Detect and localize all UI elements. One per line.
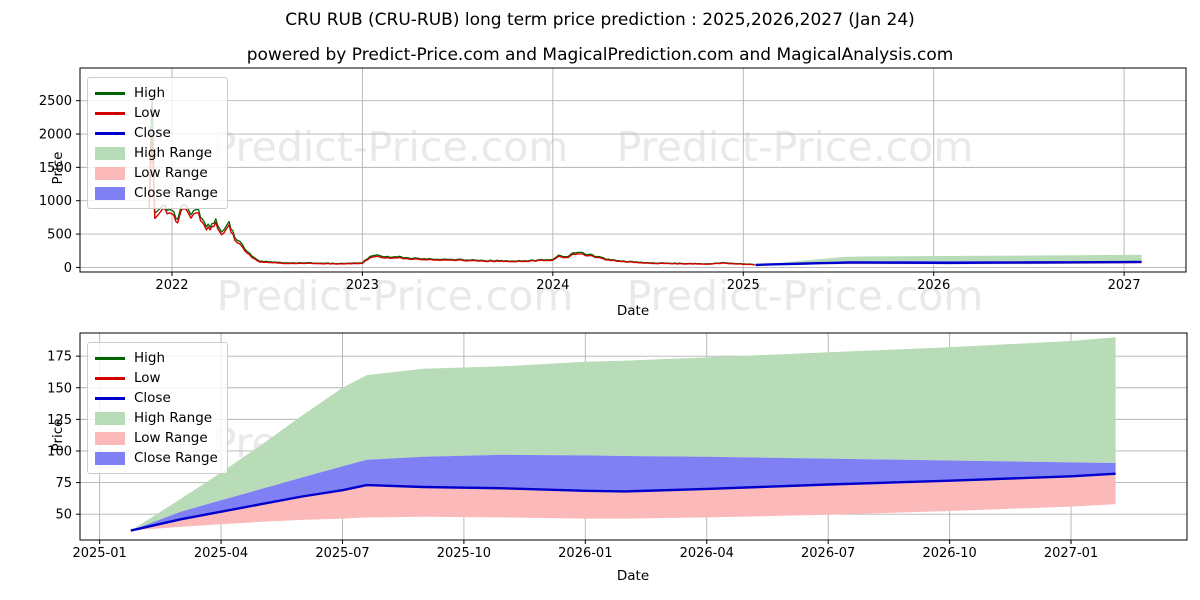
swatch-color bbox=[95, 111, 125, 115]
swatch-color bbox=[95, 146, 125, 160]
legend-line-swatch bbox=[95, 356, 125, 360]
legend-label: High bbox=[134, 85, 166, 101]
y-tick-label: 1500 bbox=[39, 161, 72, 176]
x-tick-label: 2025-07 bbox=[315, 546, 369, 561]
legend-item-close-range: Close Range bbox=[95, 183, 218, 203]
legend-item-close: Close bbox=[95, 388, 218, 408]
swatch-color bbox=[95, 91, 125, 95]
band-low-range bbox=[130, 473, 1116, 531]
legend-item-low-range: Low Range bbox=[95, 163, 218, 183]
legend-label: Close Range bbox=[134, 185, 218, 201]
line-close bbox=[755, 260, 1142, 267]
legend-label: Low Range bbox=[134, 430, 208, 446]
legend-line-swatch bbox=[95, 111, 125, 115]
x-tick-label: 2026-04 bbox=[680, 546, 734, 561]
legend-line-swatch bbox=[95, 396, 125, 400]
x-tick-label: 2026-07 bbox=[801, 546, 855, 561]
swatch-color bbox=[95, 131, 125, 135]
legend-label: Low Range bbox=[134, 165, 208, 181]
x-tick-label: 2024 bbox=[536, 278, 569, 293]
band-close-range bbox=[130, 454, 1116, 531]
plot-frame bbox=[79, 67, 1187, 273]
y-tick-label: 2500 bbox=[39, 94, 72, 109]
y-tick-label: 1000 bbox=[39, 194, 72, 209]
y-tick-label: 2000 bbox=[39, 128, 72, 143]
x-tick-label: 2027 bbox=[1108, 278, 1141, 293]
line-close bbox=[130, 472, 1116, 532]
legend-label: High Range bbox=[134, 145, 213, 161]
legend-item-low: Low bbox=[95, 368, 218, 388]
watermark-text: Predict-Price.com bbox=[627, 272, 984, 320]
x-tick-label: 2026-01 bbox=[558, 546, 612, 561]
swatch-color bbox=[95, 166, 125, 180]
legend-item-low-range: Low Range bbox=[95, 428, 218, 448]
x-tick-label: 2025-01 bbox=[72, 546, 126, 561]
swatch-color bbox=[95, 356, 125, 360]
y-axis-label-bottom-chart: Price bbox=[50, 418, 66, 452]
y-tick-label: 125 bbox=[47, 413, 72, 428]
legend-item-high: High bbox=[95, 83, 218, 103]
legend-patch-swatch bbox=[95, 186, 125, 200]
y-tick-label: 150 bbox=[47, 381, 72, 396]
x-tick-label: 2022 bbox=[155, 278, 188, 293]
legend-patch-swatch bbox=[95, 411, 125, 425]
chart-title: CRU RUB (CRU-RUB) long term price predic… bbox=[285, 10, 915, 30]
x-axis-label-bottom-chart: Date bbox=[616, 568, 650, 584]
y-tick-label: 500 bbox=[47, 228, 72, 243]
y-tick-label: 75 bbox=[55, 476, 72, 491]
legend-label: Close bbox=[134, 390, 171, 406]
legend-patch-swatch bbox=[95, 166, 125, 180]
x-tick-label: 2025-10 bbox=[437, 546, 491, 561]
swatch-color bbox=[95, 396, 125, 400]
watermark-text: Predict-Price.com bbox=[217, 272, 574, 320]
swatch-color bbox=[95, 431, 125, 445]
legend-item-close: Close bbox=[95, 123, 218, 143]
x-tick-label: 2026 bbox=[917, 278, 950, 293]
x-tick-label: 2023 bbox=[346, 278, 379, 293]
legend-label: Low bbox=[134, 370, 161, 386]
legend-item-low: Low bbox=[95, 103, 218, 123]
legend-patch-swatch bbox=[95, 146, 125, 160]
x-axis-label-top-chart: Date bbox=[616, 303, 650, 319]
swatch-color bbox=[95, 186, 125, 200]
legend-label: Close Range bbox=[134, 450, 218, 466]
line-high bbox=[148, 94, 755, 266]
swatch-color bbox=[95, 376, 125, 380]
y-tick-label: 0 bbox=[64, 261, 72, 276]
legend-patch-swatch bbox=[95, 451, 125, 465]
legend-line-swatch bbox=[95, 91, 125, 95]
legend-label: Close bbox=[134, 125, 171, 141]
x-tick-label: 2027-01 bbox=[1044, 546, 1098, 561]
y-tick-label: 175 bbox=[47, 350, 72, 365]
legend-label: Low bbox=[134, 105, 161, 121]
y-tick-label: 50 bbox=[55, 508, 72, 523]
plot-frame bbox=[79, 332, 1188, 541]
legend-item-high-range: High Range bbox=[95, 408, 218, 428]
legend-bottom-chart: High Low Close High Range Low Range Close Ran… bbox=[87, 342, 228, 474]
chart-subtitle: powered by Predict-Price.com and Magical… bbox=[246, 45, 954, 65]
swatch-color bbox=[95, 411, 125, 425]
band-high-range bbox=[755, 254, 1142, 265]
legend-top-chart: High Low Close High Range Low Range Close Ran… bbox=[87, 77, 228, 209]
x-tick-label: 2025 bbox=[727, 278, 760, 293]
x-tick-label: 2025-04 bbox=[194, 546, 248, 561]
y-tick-label: 100 bbox=[47, 444, 72, 459]
watermark-text: Predict-Price.com bbox=[212, 123, 569, 171]
watermark-text: Predict-Price.com bbox=[617, 123, 974, 171]
legend-line-swatch bbox=[95, 376, 125, 380]
legend-item-close-range: Close Range bbox=[95, 448, 218, 468]
legend-line-swatch bbox=[95, 131, 125, 135]
legend-label: High Range bbox=[134, 410, 213, 426]
line-low bbox=[148, 134, 755, 266]
y-axis-label-top-chart: Price bbox=[50, 151, 66, 185]
legend-label: High bbox=[134, 350, 166, 366]
legend-patch-swatch bbox=[95, 431, 125, 445]
band-high-range bbox=[130, 337, 1116, 531]
swatch-color bbox=[95, 451, 125, 465]
legend-item-high-range: High Range bbox=[95, 143, 218, 163]
x-tick-label: 2026-10 bbox=[922, 546, 976, 561]
legend-item-high: High bbox=[95, 348, 218, 368]
